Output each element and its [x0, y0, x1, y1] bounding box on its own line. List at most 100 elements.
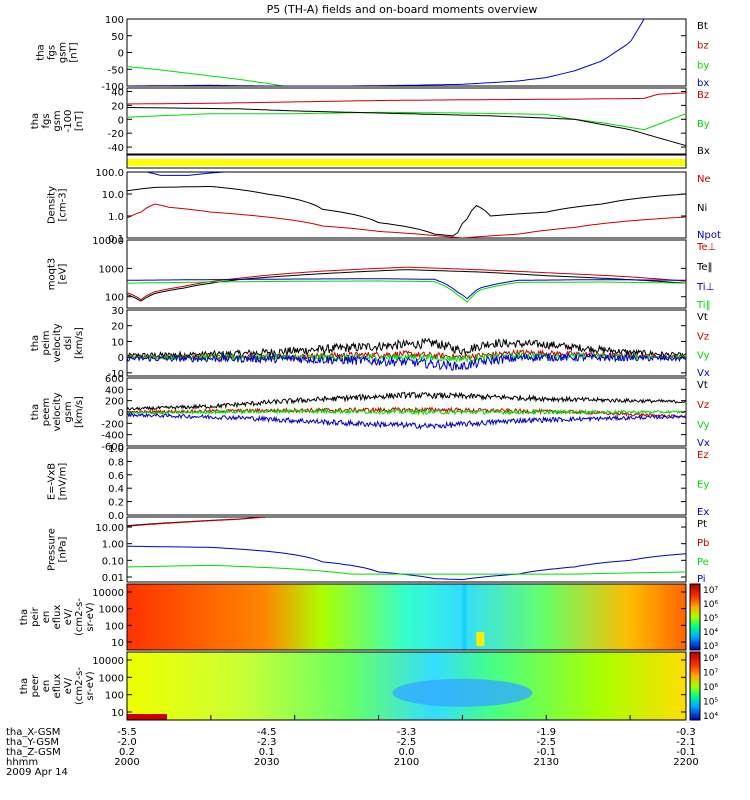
y-axis-label: [km/s]: [74, 327, 85, 359]
x-axis-row-label: tha_Z-GSM: [6, 747, 61, 758]
x-axis-row-value: -0.1: [676, 747, 696, 758]
series-Ti⊥: [127, 278, 686, 300]
x-axis-row-value: -2.3: [257, 737, 277, 748]
x-axis-row-value: 0.2: [119, 747, 135, 758]
x-axis-row-value: -3.3: [397, 727, 417, 738]
y-tick-label: 20: [111, 101, 124, 112]
y-axis-label: [mV/m]: [58, 463, 69, 501]
y-axis-label: E=-VxB: [47, 463, 58, 500]
y-tick-label: 10.0: [102, 190, 124, 201]
y-tick-label: -50: [108, 65, 124, 76]
y-axis-label: tha: [30, 335, 41, 351]
y-axis-label: peem: [41, 398, 52, 426]
panel-frame: [126, 651, 687, 721]
x-axis-row-value: -2.5: [397, 737, 417, 748]
y-tick-label: 100: [105, 293, 124, 304]
y-tick-label: 100: [105, 691, 124, 702]
y-tick-label: 100.0: [95, 168, 124, 179]
x-axis-row-label: tha_Y-GSM: [6, 737, 59, 748]
colorbar-tick-label: 10⁶: [703, 683, 718, 693]
legend-Ti‖: Ti‖: [696, 300, 711, 311]
series-group: [127, 172, 686, 238]
y-tick-label: 1.0: [108, 444, 124, 455]
y-tick-label: 1000: [99, 264, 124, 275]
x-axis-row-value: 2130: [534, 757, 559, 768]
x-axis-row-value: -2.0: [117, 737, 137, 748]
colorbar: [689, 583, 701, 651]
series-By: [127, 111, 686, 131]
series-Bz: [127, 92, 686, 105]
spectrogram-feature: [476, 632, 485, 646]
panel-2: 40 20 0 -20 -40 tha fgs gsm -100 [nT] Bz By Bx: [30, 87, 710, 157]
x-axis-row-value: 2200: [673, 757, 698, 768]
colorbar: [689, 651, 701, 721]
x-axis-row-value: -4.5: [257, 727, 277, 738]
colorbar-tick-label: 10⁴: [703, 628, 718, 638]
legend-Bz: Bz: [697, 90, 709, 101]
series-Vx: [127, 412, 686, 431]
y-tick-label: -20: [108, 129, 124, 140]
x-axis-row-value: -1.9: [536, 727, 556, 738]
y-axis-label: fgs: [47, 45, 58, 60]
y-tick-label: 1000: [99, 605, 124, 616]
y-axis-label: en: [41, 680, 52, 693]
x-axis-row-label: 2009 Apr 14: [6, 767, 68, 778]
y-axis-label: [cm-3]: [58, 188, 69, 221]
y-tick-label: 0: [118, 408, 124, 419]
x-axis-row-value: -2.5: [536, 737, 556, 748]
y-axis-label: [km/s]: [74, 396, 85, 428]
y-axis-label: Pressure: [47, 528, 58, 571]
series-Vt: [127, 337, 686, 360]
y-tick-label: 10: [111, 638, 124, 649]
panel-5: 10000 1000 100 moqt3 [eV] Te⊥ Te‖ Ti⊥ Ti‖: [47, 236, 717, 311]
figure-title: P5 (TH-A) fields and on-board moments ov…: [267, 3, 538, 16]
panel-10: 10⁷ 10⁶ 10⁵ 10⁴ 10³ 10000 1000 100 10 tha peir en ef…: [19, 583, 718, 652]
x-axis-row-label: hhmm: [6, 757, 38, 768]
legend-Ne: Ne: [697, 174, 711, 185]
y-axis-label: gsm: [52, 110, 63, 131]
y-tick-label: 200: [105, 397, 124, 408]
legend-Vy: Vy: [697, 420, 710, 431]
status-bar: [127, 159, 686, 166]
colorbar-tick-label: 10⁷: [703, 586, 718, 596]
legend-Ez: Ez: [697, 450, 709, 461]
y-tick-label: 50: [111, 32, 124, 43]
y-tick-label: 100: [105, 15, 124, 26]
y-tick-label: 0.0: [108, 511, 124, 522]
legend-bx: bx: [697, 78, 709, 89]
legend-Npot: Npot: [697, 230, 721, 241]
y-tick-label: -600: [101, 442, 124, 453]
legend-Bt: Bt: [697, 21, 708, 32]
y-axis-label: gsm: [58, 42, 69, 63]
series-Ti‖: [127, 280, 686, 303]
y-tick-label: 0.6: [108, 471, 124, 482]
series-Te‖: [127, 269, 686, 302]
y-tick-label: 100: [105, 621, 124, 632]
panel-11: 10⁸ 10⁷ 10⁶ 10⁵ 10⁴ 10000 1000 100 10 tha peer en ef…: [19, 651, 718, 722]
legend-Pb: Pb: [697, 538, 709, 549]
series-Te⊥: [127, 266, 686, 301]
spectrogram-feature: [392, 678, 533, 707]
panel-4: 100.0 10.0 1.0 0.1 Density [cm-3] Ne Ni Npot: [47, 168, 721, 245]
x-axis-row-value: -5.5: [117, 727, 137, 738]
y-tick-label: 10000: [92, 588, 124, 599]
y-axis-label: peer: [30, 674, 41, 698]
x-axis-table: tha_X-GSM -5.5 -4.5 -3.3 -1.9 -0.3 tha_Y-GSM -2…: [6, 715, 699, 778]
y-axis-label: Density: [47, 186, 58, 224]
panel-3: [126, 154, 687, 169]
y-axis-label: velocity: [52, 392, 63, 431]
series-group: [127, 266, 686, 303]
y-tick-label: -40: [108, 143, 124, 154]
series-bx: [127, 19, 645, 86]
panel-8: 1.0 0.8 0.6 0.4 0.2 0.0 E=-VxB [mV/m] Ez Ey Ex: [47, 444, 710, 522]
panel-frame: [126, 447, 687, 516]
y-axis-label: moqt3: [47, 258, 58, 291]
y-tick-label: 10000: [92, 236, 124, 247]
y-tick-label: 10: [111, 708, 124, 719]
y-axis-label: tha: [30, 404, 41, 420]
y-axis-label: eflux: [52, 605, 63, 630]
y-tick-label: 10.00: [95, 523, 124, 534]
